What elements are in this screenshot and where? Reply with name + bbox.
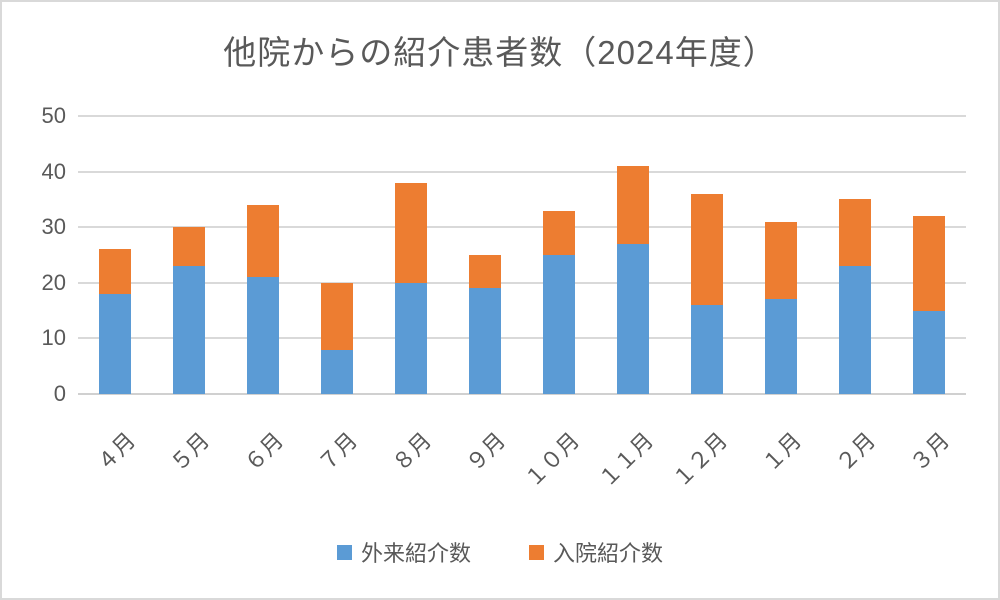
gridline — [78, 226, 966, 229]
bar-segment-inpatient — [99, 249, 131, 294]
bar-segment-outpatient — [913, 310, 945, 394]
bar-segment-outpatient — [469, 288, 501, 394]
bar-segment-outpatient — [247, 277, 279, 394]
x-axis-label: ８月 — [387, 427, 437, 477]
bar-segment-inpatient — [691, 193, 723, 306]
x-axis-label: ５月 — [165, 427, 215, 477]
bar-segment-inpatient — [765, 221, 797, 300]
x-axis-label: ７月 — [313, 427, 363, 477]
gridline — [78, 170, 966, 173]
y-axis-label: 30 — [41, 214, 66, 240]
gridline — [78, 115, 966, 117]
x-axis-label: ３月 — [905, 427, 955, 477]
y-axis-label: 40 — [41, 158, 66, 184]
gridline — [78, 281, 966, 284]
legend: 外来紹介数 入院紹介数 — [2, 536, 998, 568]
bar-segment-inpatient — [173, 227, 205, 267]
bar-segment-outpatient — [173, 266, 205, 394]
legend-item-inpatient: 入院紹介数 — [529, 536, 663, 568]
bar-segment-inpatient — [321, 282, 353, 350]
x-axis-label: ４月 — [91, 427, 141, 477]
x-axis-label: １月 — [757, 427, 807, 477]
chart-title: 他院からの紹介患者数（2024年度） — [223, 34, 777, 71]
bar-segment-outpatient — [321, 349, 353, 394]
gridline — [78, 337, 966, 340]
bar-segment-inpatient — [913, 216, 945, 311]
bar-segment-outpatient — [617, 243, 649, 394]
legend-item-outpatient: 外来紹介数 — [336, 536, 471, 568]
bar-segment-outpatient — [691, 305, 723, 394]
x-axis-label: ２月 — [831, 427, 881, 477]
x-axis-line — [78, 393, 966, 395]
plot-area — [78, 115, 966, 395]
bar-segment-outpatient — [765, 299, 797, 394]
bar-segment-inpatient — [395, 182, 427, 283]
x-axis-label: ６月 — [239, 427, 289, 477]
bar-segment-inpatient — [617, 166, 649, 244]
y-axis-label: 20 — [41, 269, 66, 295]
legend-label-outpatient: 外来紹介数 — [360, 541, 471, 566]
x-axis-label: １０月 — [519, 427, 585, 492]
legend-label-inpatient: 入院紹介数 — [553, 541, 664, 566]
y-axis-label: 0 — [53, 381, 66, 406]
y-axis-label: 50 — [41, 103, 66, 128]
x-axis-label: ９月 — [461, 427, 511, 477]
bar-segment-inpatient — [543, 210, 575, 255]
x-axis-label: １２月 — [667, 427, 733, 492]
bar-segment-outpatient — [839, 266, 871, 394]
bar-segment-outpatient — [395, 282, 427, 394]
legend-swatch-outpatient — [336, 544, 352, 560]
x-axis-label: １１月 — [593, 427, 659, 492]
legend-swatch-inpatient — [529, 544, 544, 560]
bar-segment-inpatient — [839, 199, 871, 267]
bar-segment-outpatient — [543, 255, 575, 394]
bar-segment-outpatient — [99, 293, 131, 394]
bar-segment-inpatient — [247, 204, 279, 278]
bar-segment-inpatient — [469, 255, 501, 289]
y-axis-label: 10 — [41, 325, 66, 351]
